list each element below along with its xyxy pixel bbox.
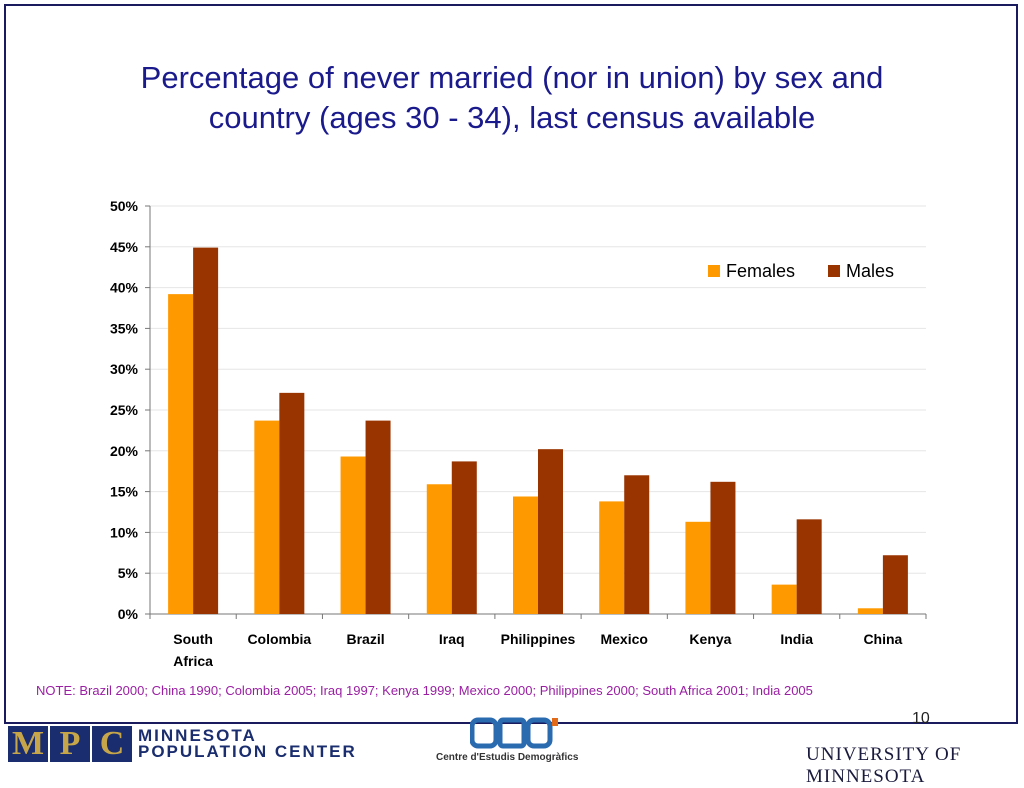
title-line-2: country (ages 30 - 34), last census avai…: [208, 100, 816, 135]
title-line-1: Percentage of never married (nor in unio…: [140, 60, 884, 95]
chart-title: Percentage of never married (nor in unio…: [60, 58, 964, 138]
bar-males-iraq: [451, 461, 477, 614]
bar-males-india: [796, 519, 822, 614]
bar-females-india: [771, 584, 797, 614]
bar-males-brazil: [365, 420, 391, 614]
bar-chart: 0% 5% 10% 15% 20% 25% 30% 35% 40% 45% 50% South Afri…: [110, 198, 927, 669]
bar-females-philippines: [513, 496, 538, 614]
y-tick-label: 40%: [110, 280, 139, 296]
mpc-letter-c: C: [92, 726, 132, 762]
bar-females-brazil: [340, 456, 366, 614]
x-tick-label: Colombia: [247, 631, 311, 647]
x-tick-label: India: [780, 631, 813, 647]
y-tick-label: 30%: [110, 361, 139, 377]
legend-label-females: Females: [726, 261, 795, 281]
legend-label-males: Males: [846, 261, 894, 281]
bar-females-south-africa: [168, 294, 194, 614]
bar-males-philippines: [538, 449, 563, 614]
y-tick-label: 20%: [110, 443, 139, 459]
university-name: UNIVERSITY OF MINNESOTA: [806, 744, 962, 787]
bar-females-mexico: [599, 501, 625, 614]
y-tick-label: 5%: [118, 565, 139, 581]
bar-females-colombia: [254, 420, 280, 614]
x-tick-label: South: [173, 631, 213, 647]
bar-females-kenya: [685, 521, 711, 614]
y-tick-label: 0%: [118, 606, 139, 622]
bar-males-china: [882, 555, 908, 614]
bar-females-iraq: [426, 484, 452, 614]
y-tick-label: 25%: [110, 402, 139, 418]
x-tick-label: Kenya: [689, 631, 731, 647]
x-tick-label: China: [863, 631, 902, 647]
y-tick-label: 15%: [110, 484, 139, 500]
bar-males-kenya: [710, 481, 736, 614]
y-tick-label: 35%: [110, 320, 139, 336]
mpc-name-line-1: MINNESOTA: [138, 726, 257, 745]
x-tick-label: Iraq: [439, 631, 465, 647]
mpc-logo: M P C: [8, 726, 134, 762]
y-tick-label: 10%: [110, 524, 139, 540]
mpc-name: MINNESOTA POPULATION CENTER: [138, 726, 357, 761]
bar-males-colombia: [279, 392, 305, 614]
ced-caption: Centre d'Estudis Demogràfics: [436, 752, 579, 763]
mpc-letter-m: M: [8, 726, 48, 762]
y-tick-label: 45%: [110, 239, 139, 255]
mpc-name-line-2: POPULATION CENTER: [138, 742, 357, 761]
bar-males-mexico: [624, 475, 650, 614]
slide-frame: [4, 4, 1018, 724]
ced-logo-icon: [470, 717, 558, 749]
legend-swatch-males: [828, 265, 840, 277]
census-note: NOTE: Brazil 2000; China 1990; Colombia …: [36, 683, 813, 698]
x-tick-label: Africa: [173, 653, 213, 669]
y-tick-label: 50%: [110, 198, 139, 214]
bar-males-south-africa: [193, 247, 219, 614]
bar-females-china: [857, 608, 883, 614]
x-tick-label: Brazil: [346, 631, 384, 647]
x-tick-label: Mexico: [600, 631, 647, 647]
legend-swatch-females: [708, 265, 720, 277]
mpc-letter-p: P: [50, 726, 90, 762]
page-number: 10: [912, 710, 930, 727]
x-tick-label: Philippines: [501, 631, 576, 647]
